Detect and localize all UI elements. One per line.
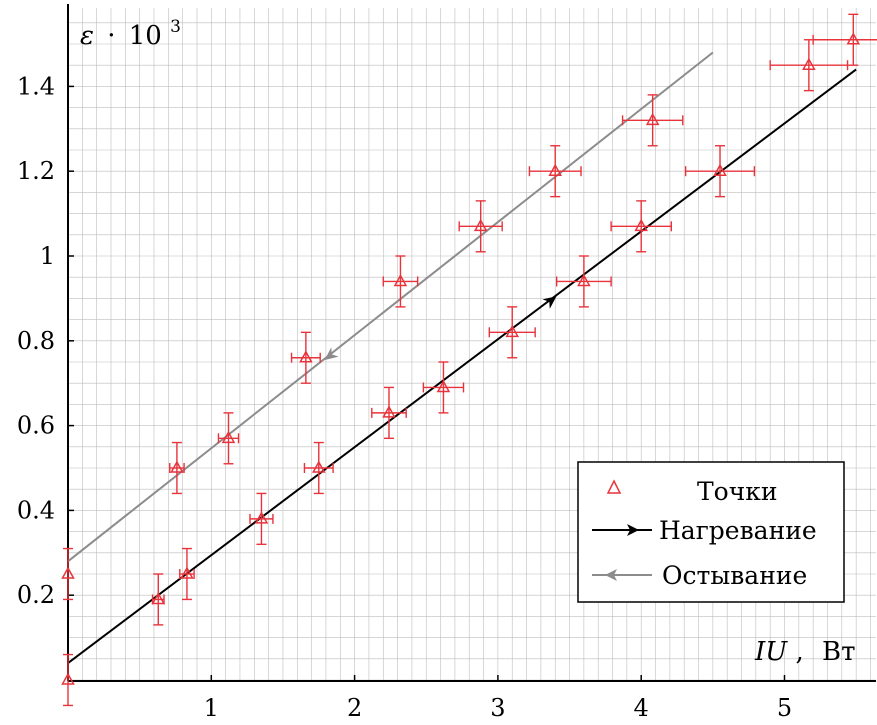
x-axis-label: IU , Вт (754, 637, 855, 667)
legend-label-cooling: Остывание (662, 561, 807, 590)
y-tick-label: 1 (40, 242, 55, 270)
data-point (151, 573, 166, 626)
triangle-marker (254, 511, 269, 524)
x-tick-label: 2 (347, 694, 362, 722)
data-point (61, 547, 75, 601)
triangle-marker (802, 57, 816, 70)
data-point (684, 145, 756, 198)
tick-labels: 1 2 3 4 5 0.2 0.4 0.6 0.8 1 1.2 1.4 (17, 72, 792, 722)
triangle-marker (577, 273, 591, 287)
triangle-marker (151, 591, 166, 605)
triangle-marker (299, 350, 313, 363)
data-point (303, 441, 334, 495)
triangle-marker (312, 460, 326, 473)
data-point (382, 255, 419, 308)
y-tick-label: 0.2 (17, 581, 55, 609)
triangle-marker (221, 430, 236, 444)
legend: Точки Нагревание Остывание (577, 461, 845, 603)
cooling-line (67, 51, 714, 563)
legend-cooling-arrow-icon (605, 569, 617, 581)
y-tick-label: 1.4 (17, 72, 55, 100)
triangle-marker (505, 324, 519, 338)
data-point (249, 492, 274, 546)
data-point (812, 13, 877, 66)
data-points (61, 13, 877, 707)
data-point (179, 547, 195, 601)
triangle-marker (180, 566, 194, 579)
data-point (769, 39, 849, 92)
triangle-marker (393, 273, 408, 287)
data-point (61, 653, 75, 707)
cooling-arrow-icon (324, 347, 339, 360)
data-point (422, 361, 465, 414)
data-point (290, 331, 321, 384)
data-point (555, 255, 612, 308)
heating-line (67, 68, 857, 664)
triangle-marker (473, 218, 488, 232)
legend-box (577, 461, 845, 603)
triangle-marker (713, 163, 727, 176)
legend-label-heating: Нагревание (659, 516, 817, 545)
data-point (217, 412, 240, 465)
data-point (169, 441, 185, 495)
triangle-marker (645, 112, 660, 126)
fit-lines (67, 51, 857, 664)
triangle-marker (61, 566, 75, 579)
x-tick-label: 4 (634, 694, 649, 722)
x-tick-label: 1 (204, 694, 219, 722)
y-axis-label: ε · 10 3 (80, 17, 181, 51)
y-tick-label: 0.6 (17, 412, 55, 440)
triangle-marker (634, 218, 648, 232)
triangle-marker (436, 379, 451, 393)
x-tick-label: 5 (777, 694, 792, 722)
legend-label-points: Точки (697, 477, 778, 506)
triangle-marker (170, 460, 184, 473)
data-point (488, 306, 536, 359)
y-tick-label: 1.2 (17, 157, 55, 185)
triangle-marker (61, 672, 75, 685)
triangle-marker (846, 32, 861, 45)
y-tick-label: 0.4 (17, 496, 55, 524)
data-point (610, 200, 672, 253)
legend-points-symbol (606, 479, 622, 494)
triangle-marker (548, 163, 562, 176)
x-tick-label: 3 (490, 694, 505, 722)
data-point (371, 386, 407, 440)
data-point (458, 200, 503, 253)
data-point (621, 94, 684, 147)
y-tick-label: 0.8 (17, 327, 55, 355)
legend-heating-arrow-icon (627, 524, 639, 536)
data-point (528, 145, 582, 198)
triangle-marker (382, 405, 396, 418)
heating-arrow-icon (542, 296, 557, 309)
